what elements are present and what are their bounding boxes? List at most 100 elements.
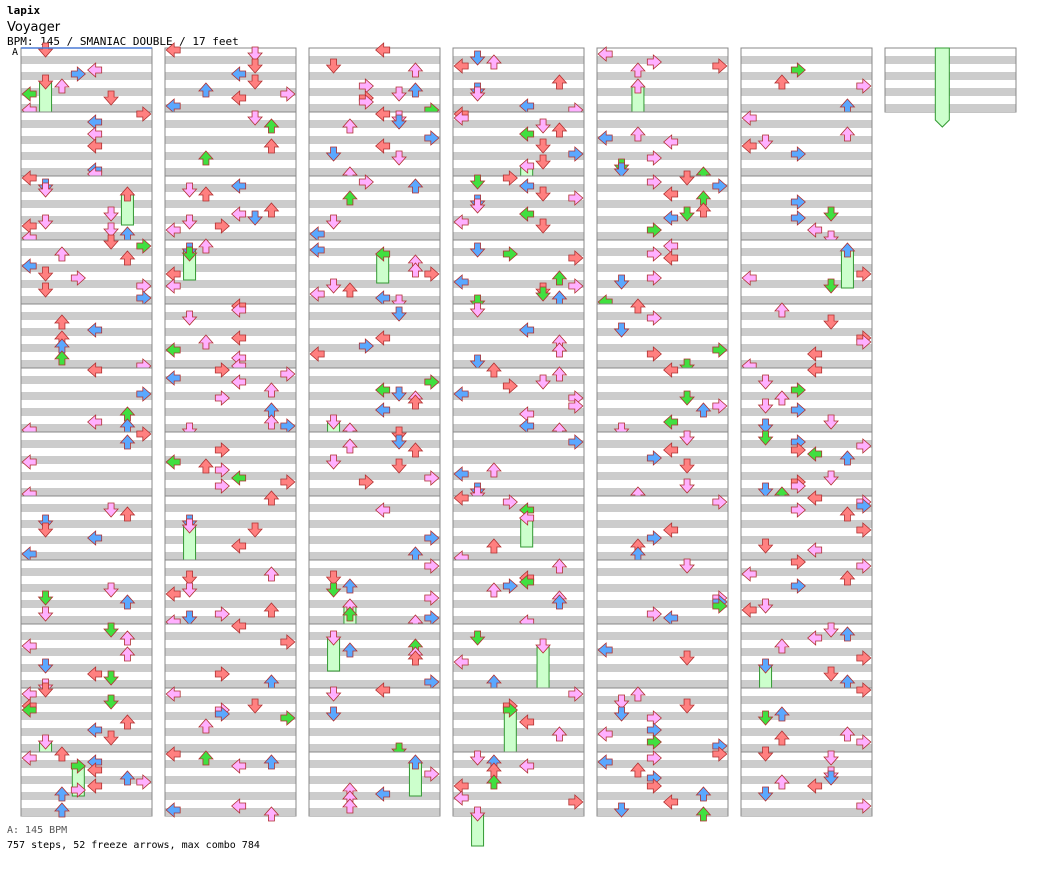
step-arrow (695, 786, 712, 802)
beat-stripe (21, 712, 152, 720)
step-arrow (519, 574, 535, 590)
step-arrow (757, 134, 774, 150)
step-arrow (424, 374, 440, 390)
step-arrow (54, 246, 70, 262)
beat-stripe (453, 632, 584, 640)
beat-stripe (21, 200, 152, 208)
beat-stripe (21, 184, 152, 192)
step-arrow (37, 658, 54, 674)
beat-stripe (165, 712, 296, 720)
beat-stripe (165, 488, 296, 496)
step-arrow (469, 806, 486, 822)
step-arrow (712, 494, 728, 510)
step-arrow (342, 578, 358, 594)
step-arrow (87, 126, 103, 142)
step-arrow (839, 726, 856, 742)
step-arrow (679, 430, 695, 446)
measure (308, 367, 441, 449)
step-arrow (790, 442, 806, 458)
beat-stripe (597, 312, 728, 320)
beat-stripe (597, 520, 728, 528)
measure (596, 362, 729, 438)
measure (452, 362, 585, 438)
beat-stripe (165, 552, 296, 560)
step-arrow (568, 190, 584, 206)
beat-stripe (741, 104, 872, 112)
step-arrow (856, 734, 872, 750)
beat-stripe (453, 104, 584, 112)
chart-column (740, 47, 873, 817)
beat-stripe (741, 296, 872, 304)
step-arrow (679, 458, 695, 474)
beat-stripe (165, 344, 296, 352)
step-arrow (309, 346, 325, 362)
chart-meta: BPM: 145 / SMANIAC DOUBLE / 17 feet (7, 35, 239, 48)
beat-stripe (597, 728, 728, 736)
step-arrow (87, 762, 103, 778)
beat-stripe (453, 488, 584, 496)
step-arrow (630, 298, 646, 314)
beat-stripe (309, 136, 440, 144)
step-arrow (87, 778, 103, 794)
measure (308, 623, 441, 690)
step-arrow (519, 510, 535, 526)
beat-stripe (309, 392, 440, 400)
beat-stripe (21, 168, 152, 176)
step-arrow (823, 770, 839, 786)
beat-stripe (453, 232, 584, 240)
beat-stripe (309, 264, 440, 272)
beat-stripe (309, 120, 440, 128)
measure (164, 362, 297, 438)
step-arrow (119, 406, 136, 422)
step-arrow (502, 170, 518, 186)
beat-stripe (165, 600, 296, 608)
beat-stripe (453, 408, 584, 416)
step-arrow (757, 374, 774, 390)
step-arrow (231, 350, 247, 366)
beat-stripe (165, 72, 296, 80)
step-arrow (646, 734, 662, 750)
beat-stripe (21, 696, 152, 704)
song-artist: lapix (7, 4, 41, 17)
beat-stripe (165, 536, 296, 544)
step-arrow (486, 582, 502, 598)
beat-stripe (165, 248, 296, 256)
beat-stripe (597, 296, 728, 304)
step-arrow (757, 786, 774, 802)
beat-stripe (21, 760, 152, 768)
beat-stripe (165, 696, 296, 704)
step-arrow (630, 78, 646, 94)
beat-stripe (453, 120, 584, 128)
step-arrow (856, 498, 872, 514)
beat-stripe (453, 520, 584, 528)
measure (596, 746, 729, 822)
step-arrow (407, 754, 424, 770)
measure (164, 746, 297, 822)
step-arrow (519, 406, 535, 422)
beat-stripe (21, 504, 152, 512)
step-arrow (790, 382, 806, 398)
step-arrow (325, 214, 342, 230)
step-arrow (358, 174, 374, 190)
step-arrow (551, 594, 568, 610)
step-arrow (136, 106, 152, 122)
step-arrow (535, 286, 551, 302)
measure (20, 42, 153, 120)
step-arrow (695, 202, 712, 218)
beat-stripe (597, 104, 728, 112)
step-arrow (646, 710, 662, 726)
step-arrow (231, 538, 247, 554)
beat-stripe (597, 360, 728, 368)
step-arrow (87, 62, 103, 78)
step-arrow (342, 438, 358, 454)
measure (20, 426, 153, 502)
beat-stripe (309, 616, 440, 624)
measure (596, 238, 729, 310)
measure (452, 490, 585, 566)
step-arrow (757, 430, 774, 446)
beat-stripe (21, 216, 152, 224)
beat-stripe (741, 616, 872, 624)
step-arrow (181, 214, 198, 230)
beat-stripe (453, 744, 584, 752)
beat-stripe (165, 632, 296, 640)
